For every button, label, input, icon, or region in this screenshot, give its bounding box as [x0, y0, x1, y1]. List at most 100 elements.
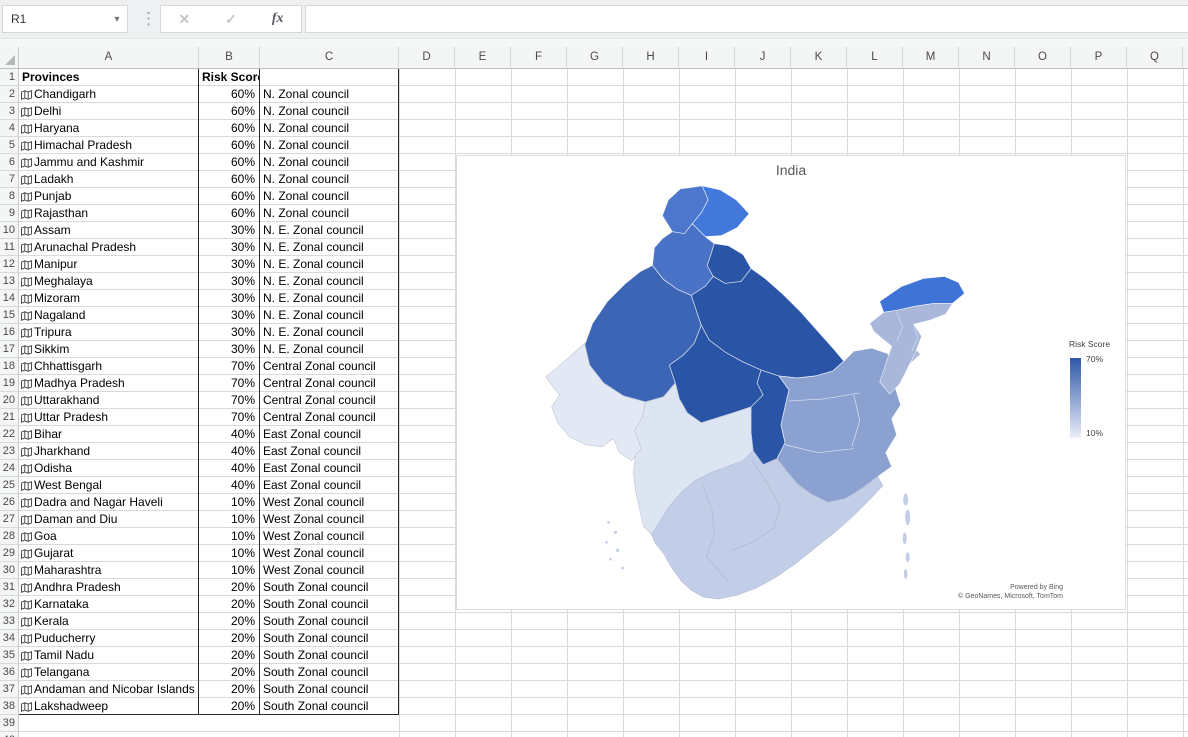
row-header-9[interactable]: 9 — [0, 205, 18, 222]
row-header-8[interactable]: 8 — [0, 188, 18, 205]
row-header-11[interactable]: 11 — [0, 239, 18, 256]
row-header-5[interactable]: 5 — [0, 137, 18, 154]
cell-risk-score[interactable]: 60% — [199, 188, 260, 205]
cell-province[interactable]: Arunachal Pradesh — [19, 239, 199, 256]
geography-data-type-icon[interactable] — [21, 566, 32, 576]
table-header-row[interactable]: Provinces Risk Score — [19, 69, 400, 86]
enter-icon[interactable]: ✓ — [225, 10, 237, 27]
cell-province[interactable]: Uttar Pradesh — [19, 409, 199, 426]
table-row[interactable]: Delhi 60% N. Zonal council — [19, 103, 400, 120]
cell-risk-score[interactable]: 20% — [199, 579, 260, 596]
row-header-38[interactable]: 38 — [0, 698, 18, 715]
row-header-36[interactable]: 36 — [0, 664, 18, 681]
row-header-32[interactable]: 32 — [0, 596, 18, 613]
column-header-C[interactable]: C — [260, 47, 399, 68]
cell-province[interactable]: Assam — [19, 222, 199, 239]
cell-council[interactable]: West Zonal council — [260, 494, 399, 511]
cell-risk-score[interactable]: 30% — [199, 324, 260, 341]
cell-risk-score[interactable]: 10% — [199, 511, 260, 528]
cell-risk-score[interactable]: 10% — [199, 494, 260, 511]
map-chart[interactable]: India — [456, 155, 1126, 610]
row-header-3[interactable]: 3 — [0, 103, 18, 120]
cell-risk-score[interactable]: 30% — [199, 290, 260, 307]
geography-data-type-icon[interactable] — [21, 141, 32, 151]
row-header-31[interactable]: 31 — [0, 579, 18, 596]
row-header-34[interactable]: 34 — [0, 630, 18, 647]
row-header-21[interactable]: 21 — [0, 409, 18, 426]
geography-data-type-icon[interactable] — [21, 294, 32, 304]
cell-province[interactable]: Tripura — [19, 324, 199, 341]
cell-risk-score[interactable]: 20% — [199, 681, 260, 698]
chart-legend[interactable]: Risk Score 70% 10% — [1061, 339, 1123, 454]
geography-data-type-icon[interactable] — [21, 107, 32, 117]
column-header-F[interactable]: F — [511, 47, 567, 68]
cell-risk-score[interactable]: 70% — [199, 392, 260, 409]
geography-data-type-icon[interactable] — [21, 158, 32, 168]
cell-risk-score[interactable]: 20% — [199, 647, 260, 664]
geography-data-type-icon[interactable] — [21, 209, 32, 219]
geography-data-type-icon[interactable] — [21, 515, 32, 525]
cell-council[interactable]: South Zonal council — [260, 698, 399, 715]
cell-council[interactable]: N. Zonal council — [260, 86, 399, 103]
cell-province[interactable]: Odisha — [19, 460, 199, 477]
row-header-4[interactable]: 4 — [0, 120, 18, 137]
cell-risk-score[interactable]: 10% — [199, 528, 260, 545]
table-row[interactable]: Tripura 30% N. E. Zonal council — [19, 324, 400, 341]
cell-council[interactable]: N. E. Zonal council — [260, 307, 399, 324]
cell-province[interactable]: Kerala — [19, 613, 199, 630]
geography-data-type-icon[interactable] — [21, 549, 32, 559]
geography-data-type-icon[interactable] — [21, 175, 32, 185]
cell-risk-score[interactable]: 30% — [199, 341, 260, 358]
geography-data-type-icon[interactable] — [21, 464, 32, 474]
table-row[interactable]: Arunachal Pradesh 30% N. E. Zonal council — [19, 239, 400, 256]
row-header-24[interactable]: 24 — [0, 460, 18, 477]
row-header-35[interactable]: 35 — [0, 647, 18, 664]
cell-province[interactable]: Chandigarh — [19, 86, 199, 103]
geography-data-type-icon[interactable] — [21, 532, 32, 542]
cell-province[interactable]: Jharkhand — [19, 443, 199, 460]
row-header-33[interactable]: 33 — [0, 613, 18, 630]
cell-province[interactable]: Maharashtra — [19, 562, 199, 579]
cell-province[interactable]: Punjab — [19, 188, 199, 205]
cell-province[interactable]: Haryana — [19, 120, 199, 137]
row-header-40[interactable]: 40 — [0, 732, 18, 737]
geography-data-type-icon[interactable] — [21, 328, 32, 338]
cell-province[interactable]: West Bengal — [19, 477, 199, 494]
column-header-D[interactable]: D — [399, 47, 455, 68]
row-header-15[interactable]: 15 — [0, 307, 18, 324]
geography-data-type-icon[interactable] — [21, 447, 32, 457]
cell-risk-score[interactable]: 60% — [199, 137, 260, 154]
geography-data-type-icon[interactable] — [21, 243, 32, 253]
geography-data-type-icon[interactable] — [21, 345, 32, 355]
column-header-Q[interactable]: Q — [1127, 47, 1183, 68]
cell-council[interactable]: Central Zonal council — [260, 375, 399, 392]
table-row[interactable]: Jharkhand 40% East Zonal council — [19, 443, 400, 460]
cell-council[interactable]: Central Zonal council — [260, 409, 399, 426]
row-header-16[interactable]: 16 — [0, 324, 18, 341]
cell-risk-score[interactable]: 40% — [199, 460, 260, 477]
header-risk-score[interactable]: Risk Score — [199, 69, 260, 86]
cell-risk-score[interactable]: 10% — [199, 562, 260, 579]
cell-council[interactable]: East Zonal council — [260, 460, 399, 477]
insert-function-icon[interactable]: fx — [271, 11, 284, 26]
table-row[interactable]: Sikkim 30% N. E. Zonal council — [19, 341, 400, 358]
cell-council[interactable]: West Zonal council — [260, 562, 399, 579]
geography-data-type-icon[interactable] — [21, 396, 32, 406]
cell-risk-score[interactable]: 70% — [199, 358, 260, 375]
cell-risk-score[interactable]: 60% — [199, 205, 260, 222]
cell-province[interactable]: Uttarakhand — [19, 392, 199, 409]
geography-data-type-icon[interactable] — [21, 600, 32, 610]
table-row[interactable]: Tamil Nadu 20% South Zonal council — [19, 647, 400, 664]
cell-council[interactable]: N. E. Zonal council — [260, 222, 399, 239]
table-row[interactable]: Goa 10% West Zonal council — [19, 528, 400, 545]
geography-data-type-icon[interactable] — [21, 413, 32, 423]
geography-data-type-icon[interactable] — [21, 124, 32, 134]
table-row[interactable]: Telangana 20% South Zonal council — [19, 664, 400, 681]
cell-risk-score[interactable]: 40% — [199, 477, 260, 494]
column-header-M[interactable]: M — [903, 47, 959, 68]
cell-province[interactable]: Puducherry — [19, 630, 199, 647]
region-northeast-zone[interactable] — [869, 303, 954, 395]
cell-council[interactable]: N. E. Zonal council — [260, 273, 399, 290]
cell-risk-score[interactable]: 60% — [199, 103, 260, 120]
cell-risk-score[interactable]: 30% — [199, 222, 260, 239]
